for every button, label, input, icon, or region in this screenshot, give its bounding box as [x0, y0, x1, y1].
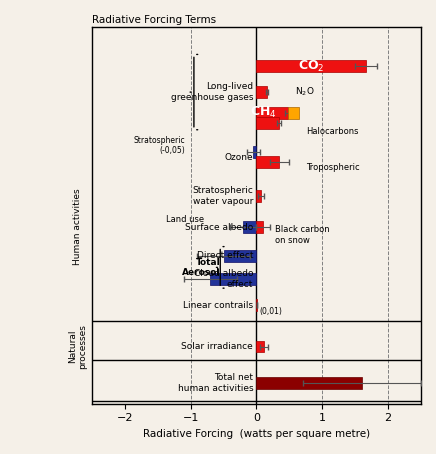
Text: Halocarbons: Halocarbons — [306, 127, 358, 136]
Bar — [256, 86, 267, 98]
Text: Total net
human activities: Total net human activities — [177, 373, 253, 393]
Bar — [256, 107, 288, 118]
Text: Tropospheric: Tropospheric — [306, 163, 359, 172]
Text: Human activities: Human activities — [73, 189, 82, 266]
Bar — [256, 221, 263, 233]
Text: Cloud albedo
effect: Cloud albedo effect — [194, 269, 253, 289]
Bar — [256, 118, 279, 129]
X-axis label: Radiative Forcing  (watts per square metre): Radiative Forcing (watts per square metr… — [143, 429, 370, 439]
Text: Land use: Land use — [166, 215, 204, 224]
Bar — [256, 190, 261, 202]
Bar — [210, 273, 256, 285]
Text: Natural
processes: Natural processes — [68, 324, 87, 369]
Bar — [256, 156, 279, 168]
Bar — [256, 341, 264, 352]
Text: Stratospheric
water vapour: Stratospheric water vapour — [192, 186, 253, 206]
Bar — [288, 107, 299, 118]
Text: Radiative Forcing Terms: Radiative Forcing Terms — [92, 15, 216, 25]
Text: Total
Aerosol: Total Aerosol — [182, 258, 220, 277]
Text: Long-lived
greenhouse gases: Long-lived greenhouse gases — [170, 82, 253, 102]
Text: CO$_2$: CO$_2$ — [298, 59, 324, 74]
Text: (0,01): (0,01) — [260, 307, 283, 316]
Bar — [243, 221, 256, 233]
Bar — [256, 299, 257, 311]
Text: CH$_4$: CH$_4$ — [250, 105, 276, 120]
Bar — [256, 377, 362, 389]
Text: Solar irradiance: Solar irradiance — [181, 342, 253, 351]
Text: Ozone: Ozone — [225, 153, 253, 162]
Bar — [253, 146, 256, 158]
Text: Surface albedo: Surface albedo — [185, 222, 253, 232]
Text: Black carbon
on snow: Black carbon on snow — [275, 225, 330, 245]
Text: N$_2$O: N$_2$O — [295, 86, 314, 99]
Text: Direct effect: Direct effect — [197, 251, 253, 260]
Bar — [256, 60, 366, 72]
Text: Linear contrails: Linear contrails — [183, 301, 253, 310]
Bar — [224, 250, 256, 262]
Text: Stratospheric
(-0,05): Stratospheric (-0,05) — [134, 136, 185, 155]
